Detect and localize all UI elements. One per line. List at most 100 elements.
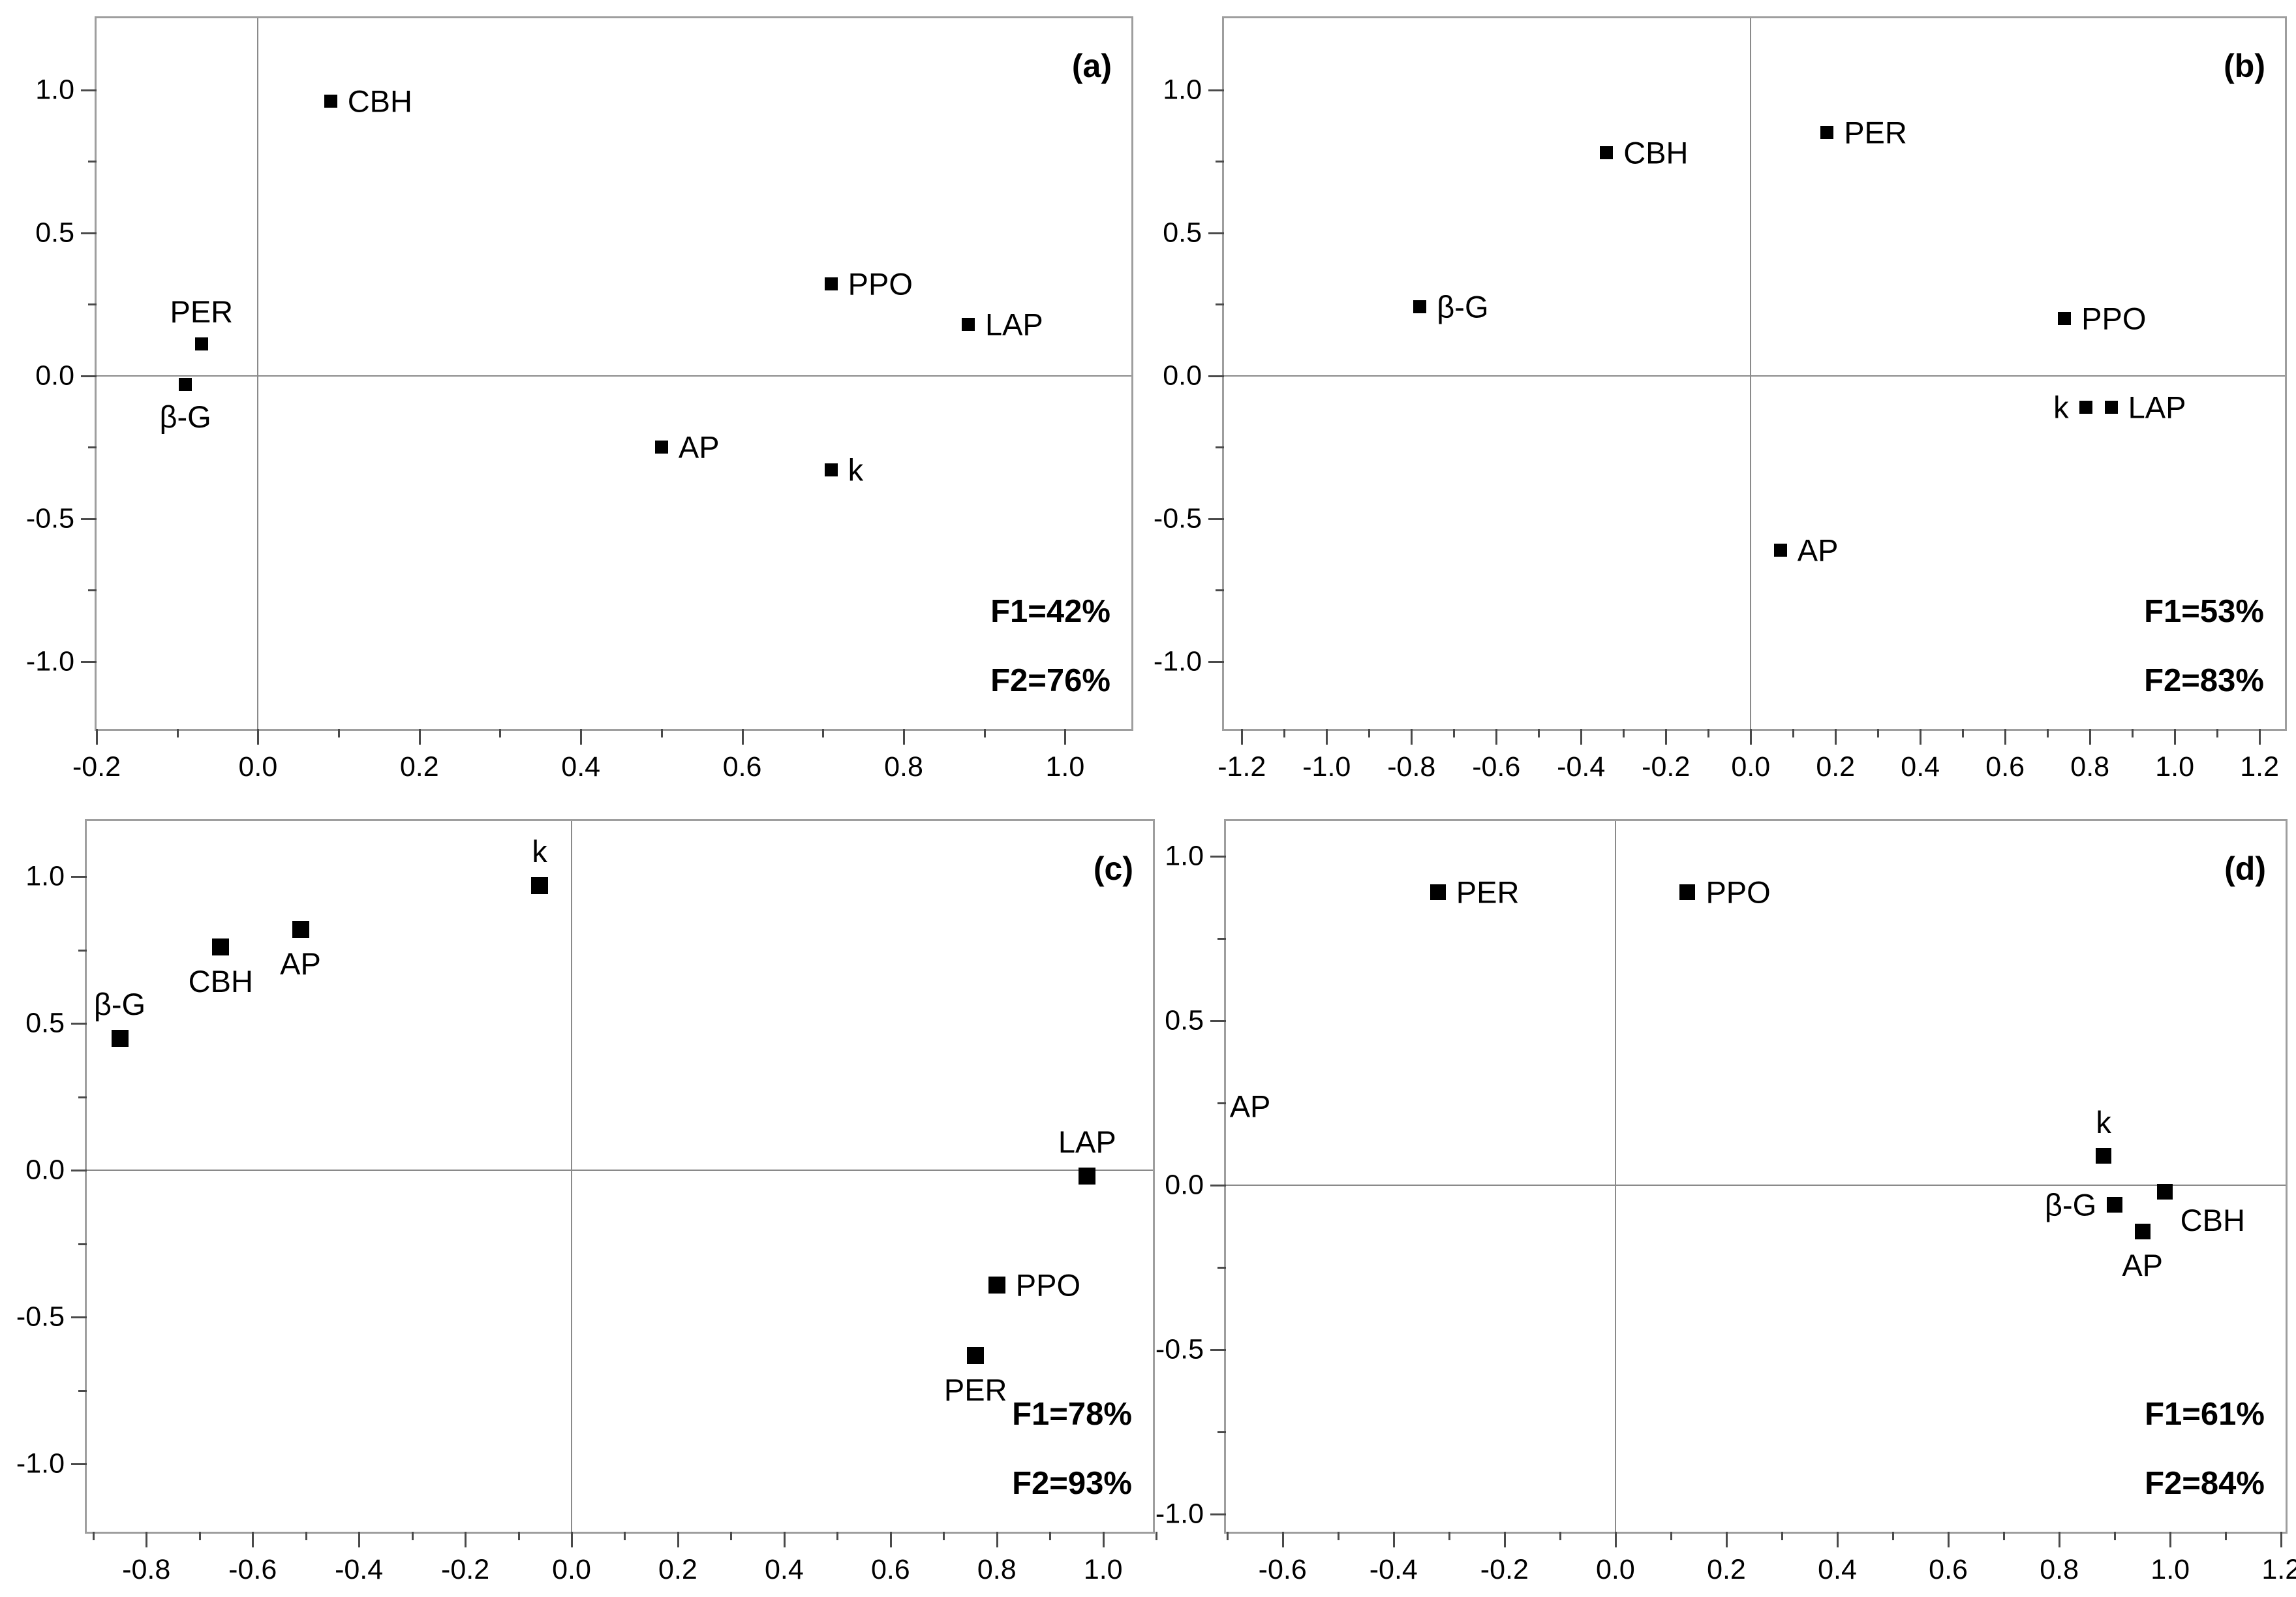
y-major-tick [71,1316,87,1319]
x-major-tick [1064,729,1067,745]
x-major-tick [2089,729,2092,745]
y-minor-tick [88,589,97,591]
x-tick-label: 0.0 [1596,1554,1635,1585]
x-tick-label: 0.8 [977,1554,1017,1585]
x-minor-tick [1559,1532,1561,1540]
variance-f1-label: F1=61% [2145,1397,2265,1432]
x-major-tick [2280,1532,2283,1547]
x-minor-tick [730,1532,733,1540]
y-tick-label: 0.5 [1165,1004,1204,1036]
x-major-tick [2259,729,2261,745]
data-point-marker-AP [654,441,668,454]
data-point-marker-PPO [1679,884,1696,901]
data-point-marker-k [531,876,549,894]
x-minor-tick [1707,729,1710,737]
y-major-tick [1208,232,1224,234]
y-minor-tick [78,1096,87,1098]
data-point-label: PER [1456,875,1520,910]
zero-x-line [1614,821,1616,1532]
x-tick-label: 0.6 [870,1554,910,1585]
variance-f1-label: F1=53% [2144,594,2264,629]
y-major-tick [71,1463,87,1466]
x-major-tick [1725,1532,1728,1547]
x-major-tick [1580,729,1583,745]
y-tick-label: 0.5 [35,217,74,248]
x-minor-tick [198,1532,201,1540]
x-minor-tick [1781,1532,1783,1540]
x-minor-tick [2216,729,2219,737]
x-major-tick [1665,729,1668,745]
x-major-tick [1281,1532,1284,1547]
x-minor-tick [1226,1532,1229,1540]
x-major-tick [2004,729,2007,745]
x-minor-tick [1368,729,1371,737]
x-major-tick [1835,729,1837,745]
y-major-tick [1210,1349,1226,1352]
x-minor-tick [517,1532,520,1540]
x-minor-tick [338,729,341,737]
x-minor-tick [1448,1532,1450,1540]
data-point-marker-k [2079,400,2092,414]
x-major-tick [783,1532,786,1547]
data-point-marker-AP [1773,543,1787,557]
data-point-label: CBH [1623,135,1689,170]
x-tick-label: -0.8 [122,1554,171,1585]
data-point-label: LAP [985,307,1043,342]
x-minor-tick [1049,1532,1052,1540]
panel-letter-label: (a) [1071,48,1112,84]
y-minor-tick [1217,1102,1226,1105]
variance-f2-label: F2=83% [2144,663,2264,698]
x-minor-tick [836,1532,839,1540]
y-tick-label: -1.0 [25,645,74,677]
x-tick-label: -0.4 [335,1554,384,1585]
x-tick-label: 1.2 [2240,751,2280,783]
zero-x-line [571,821,572,1532]
x-minor-tick [1962,729,1965,737]
x-minor-tick [1792,729,1795,737]
x-major-tick [996,1532,998,1547]
x-minor-tick [822,729,825,737]
data-point-marker-LAP [1079,1168,1096,1185]
x-minor-tick [1538,729,1540,737]
x-major-tick [2169,1532,2172,1547]
data-point-marker-CBH [212,938,230,956]
y-minor-tick [88,446,97,448]
x-tick-label: 1.0 [2151,1554,2190,1585]
y-minor-tick [1216,446,1224,448]
data-point-marker-CBH [324,95,337,108]
x-major-tick [96,729,98,745]
data-point-marker-LAP [2104,400,2118,414]
x-tick-label: -0.4 [1369,1554,1418,1585]
data-point-marker-β-G [1413,300,1427,314]
y-tick-label: 0.5 [1163,217,1202,248]
y-major-tick [71,876,87,878]
x-tick-label: 0.0 [552,1554,591,1585]
y-major-tick [81,660,97,663]
y-tick-label: -0.5 [16,1301,65,1333]
data-point-label: CBH [2180,1203,2245,1238]
data-point-marker-AP [2134,1223,2151,1239]
y-minor-tick [1217,937,1226,940]
data-point-label: AP [678,429,720,465]
data-point-label: PPO [1706,875,1771,910]
zero-y-line [1226,1185,2286,1186]
x-major-tick [465,1532,467,1547]
x-tick-label: -0.4 [1557,751,1606,783]
data-point-marker-β-G [179,377,192,391]
scatter-panel-d: -0.6 -0.4 -0.2 0.0 0.2 0.4 0.6 0.8 1.0 1.2 1.0 0.5 0… [1156,819,2296,1585]
y-tick-label: -0.5 [1155,1333,1204,1365]
data-point-marker-β-G [111,1029,129,1047]
x-tick-label: -0.6 [228,1554,277,1585]
x-major-tick [2059,1532,2061,1547]
x-major-tick [1750,729,1753,745]
data-point-label: PER [943,1372,1007,1407]
y-major-tick [71,1170,87,1172]
data-point-label: PER [170,294,234,330]
x-minor-tick [1156,1532,1158,1540]
y-tick-label: -1.0 [1155,1498,1204,1530]
x-minor-tick [176,729,179,737]
x-major-tick [1392,1532,1395,1547]
x-major-tick [889,1532,892,1547]
x-tick-label: 0.4 [1901,751,1940,783]
x-major-tick [1495,729,1498,745]
